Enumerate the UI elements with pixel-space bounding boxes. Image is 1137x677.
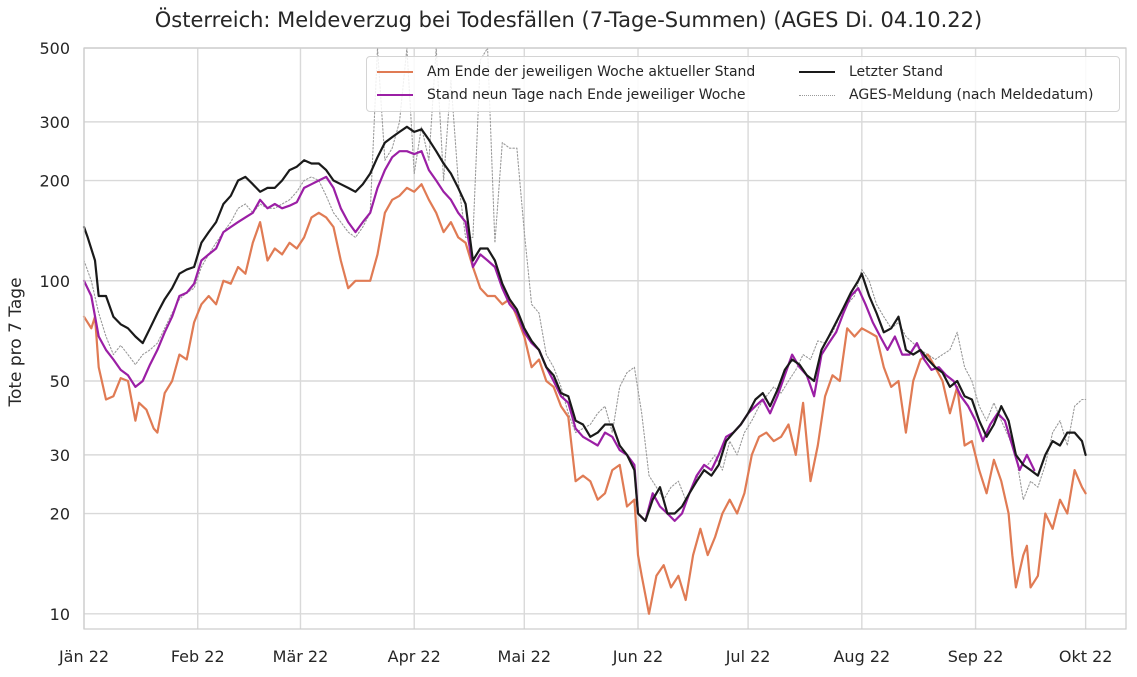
legend-label-neun-tage: Stand neun Tage nach Ende jeweiliger Woc…: [427, 87, 746, 103]
legend-swatch-aktueller-stand: [377, 71, 413, 73]
x-tick-label: Apr 22: [388, 647, 441, 666]
legend-label-ages-meldung: AGES-Meldung (nach Meldedatum): [849, 87, 1094, 103]
y-tick-label: 50: [50, 372, 70, 391]
y-tick-label: 100: [39, 272, 70, 291]
x-tick-label: Mär 22: [273, 647, 329, 666]
x-tick-label: Feb 22: [171, 647, 225, 666]
x-tick-label: Mai 22: [498, 647, 552, 666]
x-tick-label: Okt 22: [1059, 647, 1113, 666]
legend-label-letzter-stand: Letzter Stand: [849, 64, 944, 80]
chart-title: Österreich: Meldeverzug bei Todesfällen …: [154, 8, 983, 32]
x-tick-label: Jän 22: [58, 647, 109, 666]
y-tick-label: 500: [39, 39, 70, 58]
plot-frame: [83, 47, 1127, 630]
legend-swatch-letzter-stand: [799, 71, 835, 73]
y-tick-label: 20: [50, 505, 70, 524]
legend-item-neun-tage: Stand neun Tage nach Ende jeweiliger Woc…: [377, 85, 745, 105]
series-line-1: [82, 150, 1036, 522]
x-tick-label: Jul 22: [725, 647, 771, 666]
legend-swatch-neun-tage: [377, 94, 413, 96]
legend-item-letzter-stand: Letzter Stand: [799, 62, 943, 82]
legend-label-aktueller-stand: Am Ende der jeweiligen Woche aktueller S…: [427, 64, 756, 80]
grid-lines: [83, 47, 1126, 629]
y-tick-label: 30: [50, 446, 70, 465]
legend-item-aktueller-stand: Am Ende der jeweiligen Woche aktueller S…: [377, 62, 755, 82]
y-tick-label: 300: [39, 113, 70, 132]
legend-item-ages-meldung: AGES-Meldung (nach Meldedatum): [799, 85, 1093, 105]
series-line-0: [82, 183, 1087, 615]
y-tick-label: 10: [50, 605, 70, 624]
y-tick-label: 200: [39, 172, 70, 191]
legend-swatch-ages-meldung: [799, 94, 835, 96]
series-lines: [82, 47, 1087, 615]
series-line-2: [82, 125, 1087, 522]
legend: Am Ende der jeweiligen Woche aktueller S…: [366, 56, 1120, 112]
x-tick-label: Aug 22: [833, 647, 890, 666]
x-tick-label: Jun 22: [612, 647, 663, 666]
x-tick-label: Sep 22: [948, 647, 1004, 666]
tick-labels: 10 20 30 50 100 200 300 500 Jän 22 Feb 22 Mär 22 Ap…: [39, 39, 1112, 666]
